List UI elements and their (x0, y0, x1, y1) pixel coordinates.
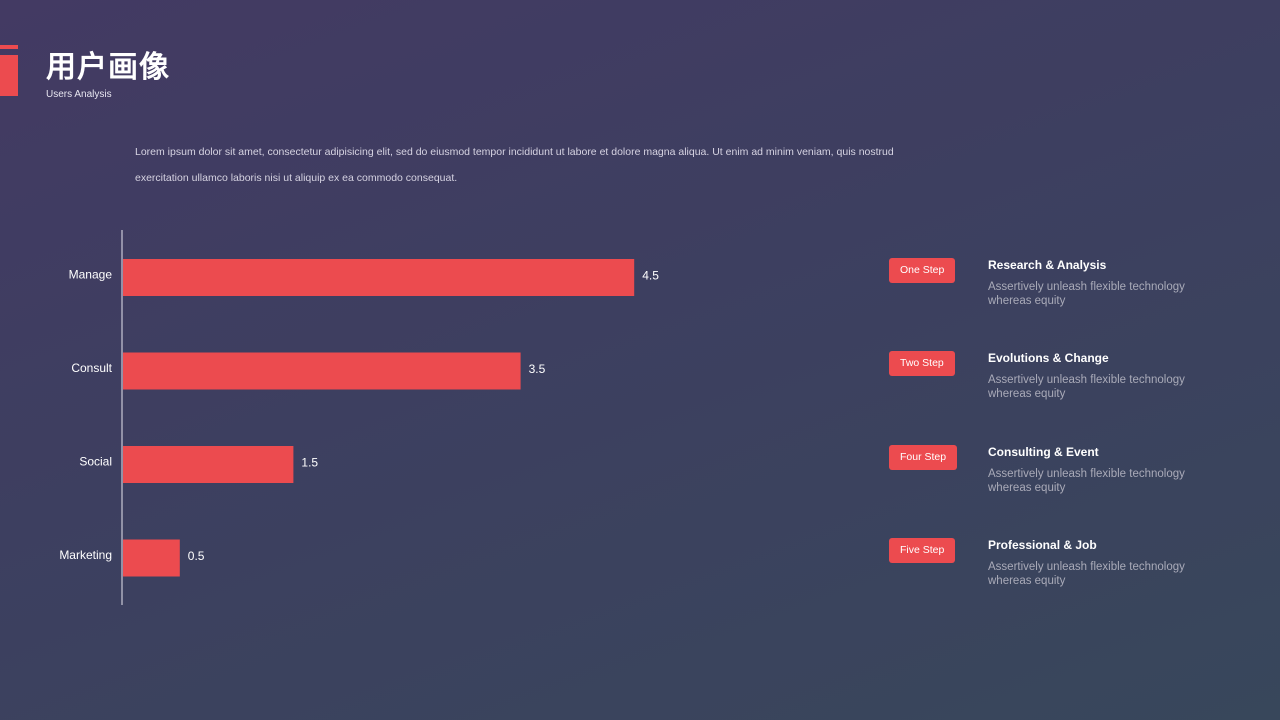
category-label: Marketing (59, 548, 112, 562)
step-description: Assertively unleash flexible technology … (988, 281, 1185, 307)
data-label: 4.5 (642, 269, 659, 283)
page-subtitle: Users Analysis (46, 89, 112, 100)
bar-social (123, 446, 294, 483)
data-label: 1.5 (301, 456, 318, 470)
step-badge: Four Step (889, 445, 958, 470)
bar-consult (123, 352, 521, 390)
step-badge: One Step (889, 258, 956, 283)
data-label: 3.5 (529, 362, 546, 376)
category-label: Manage (69, 268, 113, 282)
category-label: Consult (71, 361, 112, 375)
step-title: Research & Analysis (988, 258, 1107, 272)
step-title: Consulting & Event (988, 445, 1099, 459)
step-badge: Two Step (889, 351, 955, 376)
step-description: Assertively unleash flexible technology … (988, 561, 1185, 587)
page-title: 用户画像 (46, 50, 170, 85)
category-label: Social (79, 455, 112, 469)
bar-marketing (123, 539, 180, 577)
step-badge: Five Step (889, 538, 956, 563)
step-description: Assertively unleash flexible technology … (988, 374, 1185, 400)
step-item: Five Step Professional & Job Assertively… (889, 538, 1229, 598)
title-accent-bar (0, 45, 18, 96)
accent-bar-top (0, 45, 18, 49)
data-label: 0.5 (188, 549, 205, 563)
step-item: Four Step Consulting & Event Assertively… (889, 445, 1229, 505)
bar-manage (123, 259, 635, 296)
step-item: Two Step Evolutions & Change Assertively… (889, 351, 1229, 411)
step-item: One Step Research & Analysis Assertively… (889, 258, 1229, 318)
intro-text: Lorem ipsum dolor sit amet, consectetur … (135, 139, 925, 191)
step-description: Assertively unleash flexible technology … (988, 468, 1185, 494)
step-title: Professional & Job (988, 538, 1097, 552)
intro-line-1: Lorem ipsum dolor sit amet, consectetur … (135, 146, 894, 158)
intro-line-2: exercitation ullamco laboris nisi ut ali… (135, 172, 458, 184)
step-title: Evolutions & Change (988, 351, 1109, 365)
accent-bar-block (0, 55, 18, 96)
bar-chart: Manage 4.5 Consult 3.5 Social 1.5 Marketing 0.5 (59, 230, 659, 605)
